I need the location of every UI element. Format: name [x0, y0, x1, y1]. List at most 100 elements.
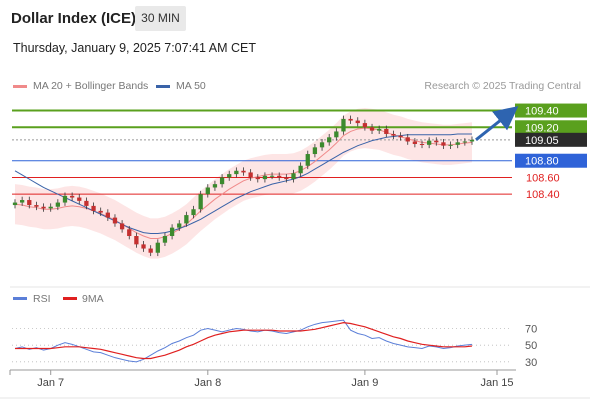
- candle: [312, 144, 318, 158]
- candle: [84, 197, 89, 210]
- candle: [291, 169, 296, 183]
- level-tag-3: [515, 153, 587, 168]
- candle-body: [441, 142, 446, 146]
- x-axis: Jan 7 Jan 8 Jan 9 Jan 15: [0, 369, 590, 399]
- candle: [69, 192, 75, 201]
- candle-body: [34, 205, 39, 207]
- candle-body: [155, 242, 160, 253]
- candle: [362, 119, 368, 131]
- bollinger-band: [15, 108, 472, 259]
- candle: [319, 138, 325, 151]
- level-label-3: 108.80: [525, 156, 559, 168]
- candle-body: [205, 187, 210, 195]
- candle: [391, 130, 396, 139]
- candle: [212, 180, 218, 191]
- candle: [369, 123, 375, 134]
- candle: [305, 150, 310, 170]
- ma50-line: [14, 133, 472, 234]
- candle: [412, 138, 418, 148]
- rsi-legend-label: RSI: [33, 293, 51, 305]
- candle: [405, 133, 410, 145]
- candle: [162, 232, 168, 247]
- candle-body: [105, 212, 110, 218]
- candle: [398, 132, 403, 141]
- candle-body: [119, 223, 125, 230]
- candle: [227, 170, 232, 181]
- candle-body: [398, 135, 403, 138]
- candle: [277, 172, 282, 181]
- projection-arrow: [475, 106, 519, 141]
- level-label-4: 108.60: [526, 172, 560, 184]
- candle-body: [112, 217, 118, 224]
- candle: [12, 199, 18, 209]
- candle-body: [348, 118, 353, 121]
- candle: [41, 203, 46, 212]
- candle-body: [84, 200, 89, 206]
- level-label-0: 109.40: [525, 106, 559, 118]
- candle-body: [269, 175, 275, 177]
- candle-body: [434, 140, 439, 143]
- candle-body: [62, 195, 68, 203]
- candle: [241, 167, 246, 176]
- candle: [205, 184, 210, 198]
- candle-body: [312, 147, 318, 155]
- candle: [448, 141, 453, 150]
- candle: [155, 239, 160, 257]
- rsi-tick-label: 70: [525, 324, 537, 336]
- candle-body: [284, 177, 289, 180]
- chart-header: Dollar Index (ICE) 30 MIN: [0, 0, 590, 36]
- candle: [298, 162, 303, 177]
- rsi-tick-label: 50: [525, 340, 537, 352]
- candle: [377, 125, 382, 134]
- candle: [441, 138, 446, 150]
- candle-body: [98, 210, 103, 213]
- candle: [62, 192, 68, 206]
- legend-bollinger: MA 20 + Bollinger Bands: [13, 80, 148, 92]
- legend-ma50: MA 50: [156, 80, 206, 92]
- candle: [91, 202, 96, 215]
- candle-body: [41, 206, 46, 209]
- candle-body: [191, 209, 196, 216]
- level-tag-1: [515, 120, 587, 135]
- candle: [184, 211, 189, 227]
- candle: [34, 201, 39, 211]
- candle-body: [298, 165, 303, 174]
- candle: [341, 115, 346, 135]
- candle-body: [134, 236, 139, 245]
- ma50-swatch-icon: [156, 84, 170, 88]
- candle: [427, 137, 432, 149]
- candle-body: [141, 244, 146, 249]
- candle: [169, 224, 175, 240]
- candle-body: [91, 205, 96, 211]
- legend-bollinger-label: MA 20 + Bollinger Bands: [33, 80, 149, 92]
- candle: [269, 172, 275, 180]
- rsi-legend: RSI 9MA: [13, 293, 104, 305]
- candle: [262, 172, 268, 183]
- rsi-line: [14, 319, 473, 363]
- candle: [19, 196, 25, 206]
- candle-body: [219, 177, 225, 185]
- candle-body: [227, 174, 232, 178]
- legend-ma50-label: MA 50: [176, 80, 206, 92]
- candle-body: [427, 140, 432, 145]
- candle: [469, 136, 475, 145]
- candle: [177, 220, 182, 231]
- candle-body: [277, 175, 282, 178]
- candle-body: [455, 142, 460, 145]
- candle: [419, 140, 425, 149]
- candle-body: [19, 200, 25, 203]
- candle-body: [362, 123, 368, 128]
- candle-body: [248, 172, 253, 178]
- candle-body: [27, 200, 32, 206]
- rsi-ma-swatch-icon: [63, 297, 77, 300]
- rsi-tick-label: 30: [525, 357, 537, 369]
- candle: [127, 225, 132, 240]
- candle: [219, 174, 225, 188]
- x-tick-label: Jan 9: [351, 377, 378, 389]
- candle: [327, 133, 332, 146]
- candle-body: [255, 177, 260, 180]
- candle: [384, 125, 389, 138]
- timeframe-button[interactable]: 30 MIN: [135, 6, 186, 31]
